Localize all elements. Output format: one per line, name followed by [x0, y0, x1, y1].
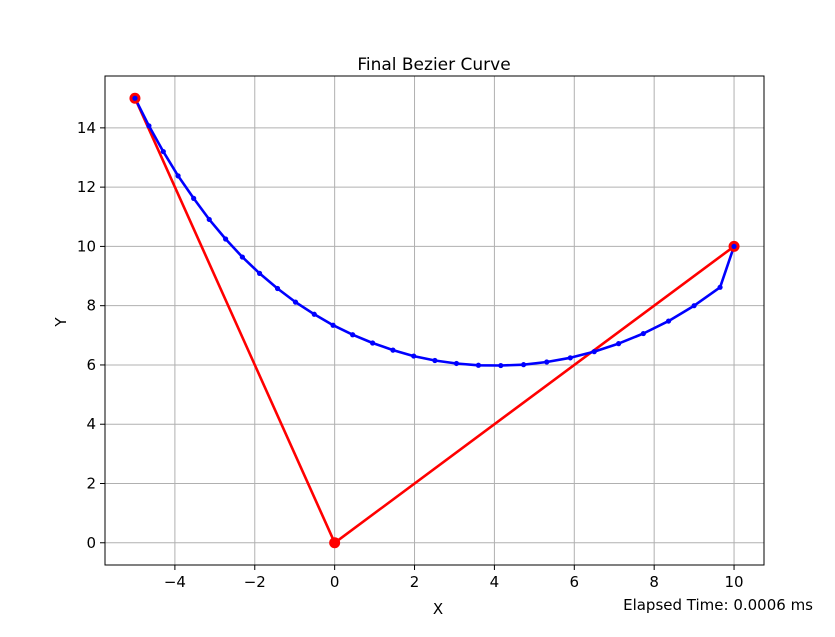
x-tick-label: −2 — [244, 573, 266, 591]
control-point — [329, 537, 341, 549]
y-tick-label: 12 — [77, 178, 96, 196]
curve-point — [223, 236, 229, 242]
curve-point — [475, 362, 482, 368]
curve-point — [175, 173, 181, 179]
curve-point — [132, 95, 138, 101]
x-tick-label: 6 — [570, 573, 580, 591]
elapsed-time-note: Elapsed Time: 0.0006 ms — [623, 596, 813, 614]
curve-point — [206, 216, 212, 223]
plot-frame — [104, 75, 765, 566]
y-tick-label: 10 — [77, 237, 96, 255]
curve-point — [567, 355, 573, 361]
ticks-layer: −4 −2 0 2 4 6 8 10 0 2 4 6 8 10 12 14 — [77, 119, 744, 591]
curve-point — [665, 318, 672, 324]
x-tick-label: 4 — [490, 573, 500, 591]
curve-point — [544, 359, 550, 365]
curve-point — [160, 148, 166, 155]
y-tick-label: 0 — [86, 534, 96, 552]
x-tick-label: 0 — [330, 573, 340, 591]
curve-point — [274, 285, 281, 292]
series-layer — [129, 92, 740, 549]
x-axis-label: X — [433, 600, 443, 618]
curve-point — [292, 299, 299, 305]
curve-point — [256, 270, 263, 276]
y-tick-label: 14 — [77, 119, 96, 137]
curve-point — [390, 347, 396, 353]
x-tick-label: 8 — [649, 573, 659, 591]
curve-point — [191, 195, 197, 201]
curve-point — [520, 362, 527, 368]
curve-point — [691, 303, 697, 309]
curve-point — [432, 357, 438, 364]
curve-point — [616, 341, 622, 347]
curve-point — [350, 332, 356, 338]
x-tick-label: −4 — [164, 573, 186, 591]
curve-point — [369, 340, 376, 346]
curve-point — [330, 322, 336, 328]
curve-point — [717, 284, 723, 290]
y-tick-label: 8 — [86, 297, 96, 315]
curve-point — [411, 353, 417, 359]
y-tick-label: 6 — [86, 356, 96, 374]
curve-point — [498, 362, 504, 369]
curve-point — [731, 243, 737, 250]
y-tick-label: 4 — [86, 415, 96, 433]
chart-title: Final Bezier Curve — [357, 55, 510, 75]
curve-point — [311, 311, 317, 317]
curve-point — [591, 349, 597, 355]
y-tick-label: 2 — [86, 475, 96, 493]
curve-point — [239, 254, 245, 260]
curve-point — [640, 330, 646, 337]
curve-point — [146, 123, 152, 129]
curve-point — [453, 360, 460, 367]
x-tick-label: 10 — [724, 573, 743, 591]
y-axis-label: Y — [52, 317, 70, 328]
x-tick-label: 2 — [410, 573, 420, 591]
